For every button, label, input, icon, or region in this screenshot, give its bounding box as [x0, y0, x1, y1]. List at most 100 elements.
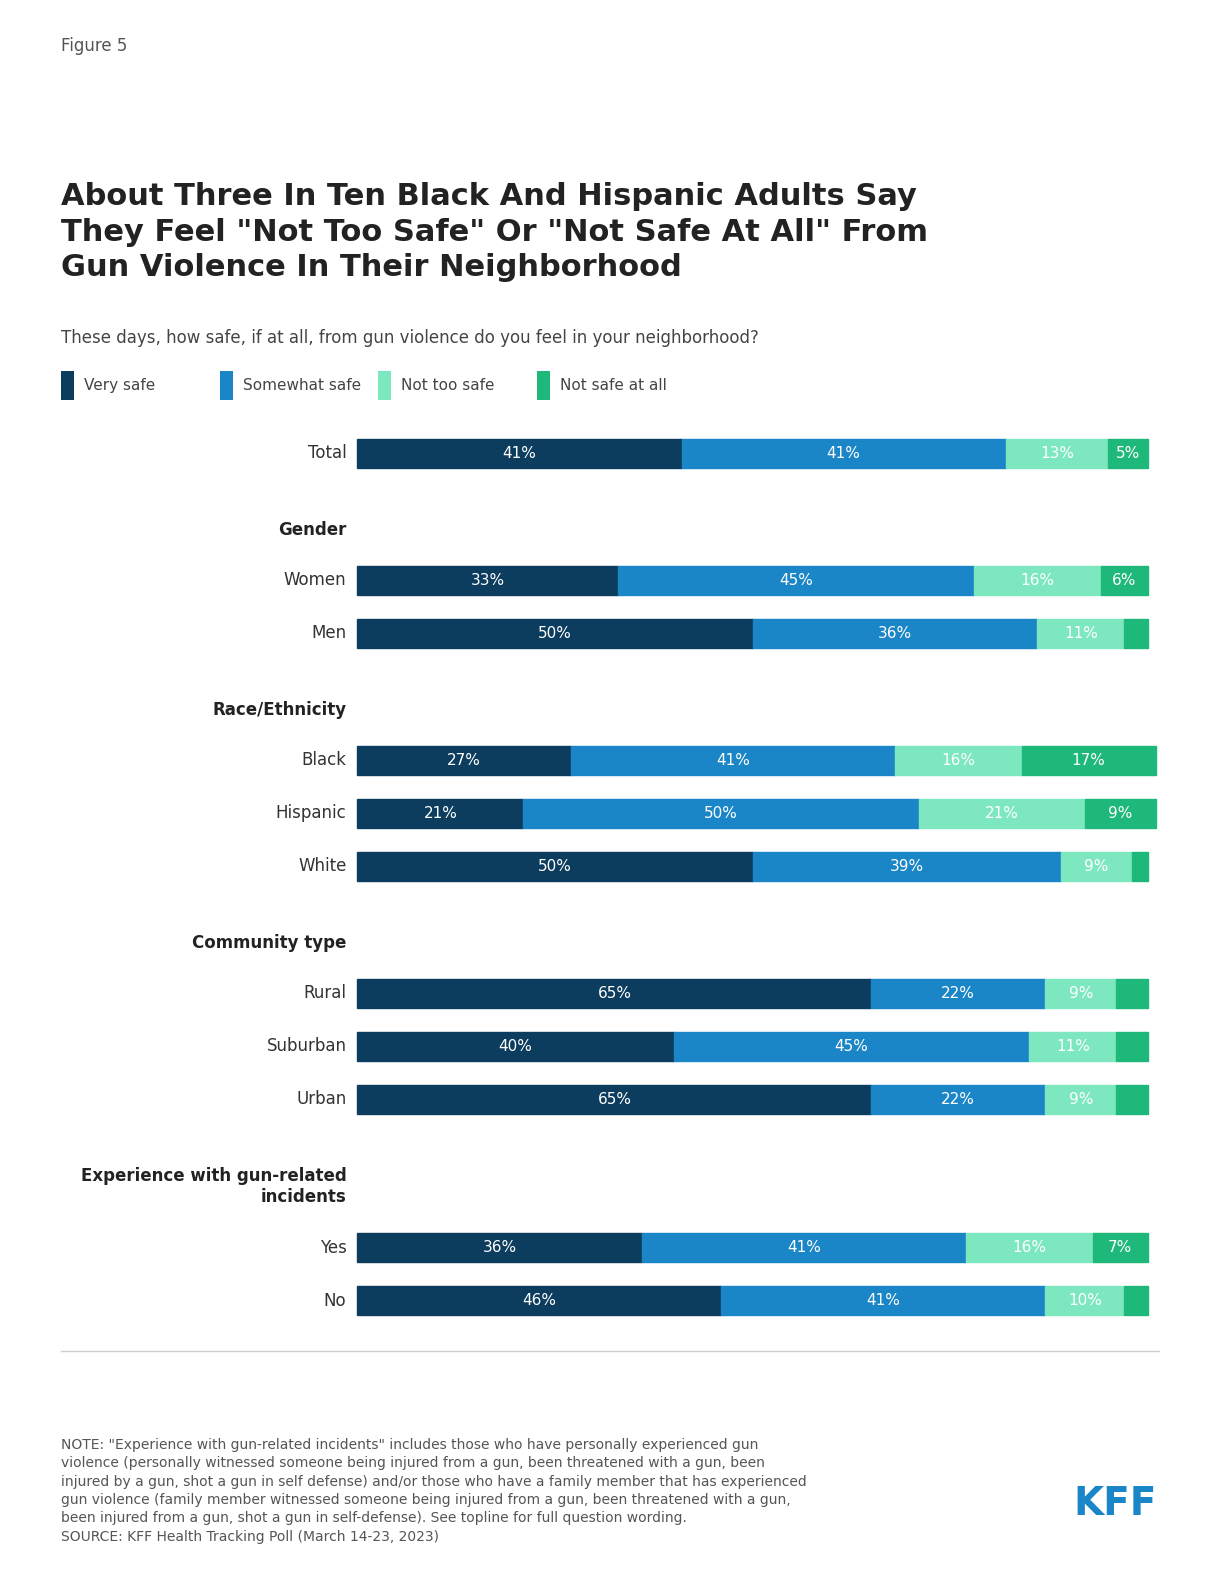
Bar	[871, 980, 1046, 1008]
Bar	[357, 746, 571, 774]
Bar	[753, 619, 1037, 648]
Bar	[966, 1232, 1093, 1262]
Bar	[1116, 1085, 1148, 1114]
Text: 22%: 22%	[942, 986, 975, 1002]
Bar	[1030, 1032, 1116, 1062]
Bar	[357, 852, 753, 882]
Bar	[682, 439, 1005, 468]
Text: 6%: 6%	[1113, 572, 1137, 588]
Text: 41%: 41%	[787, 1240, 821, 1255]
Bar	[1116, 980, 1148, 1008]
Bar	[571, 746, 895, 774]
Text: Somewhat safe: Somewhat safe	[243, 378, 361, 393]
Text: 46%: 46%	[522, 1292, 556, 1308]
Bar	[673, 1032, 1030, 1062]
Text: 41%: 41%	[716, 752, 750, 768]
Text: 21%: 21%	[985, 806, 1019, 822]
Bar	[1085, 799, 1155, 828]
Bar	[1021, 746, 1155, 774]
Text: 41%: 41%	[827, 446, 860, 461]
Text: 7%: 7%	[1108, 1240, 1132, 1255]
Bar	[721, 1286, 1046, 1315]
Text: Black: Black	[301, 752, 346, 769]
Text: 9%: 9%	[1085, 860, 1109, 874]
Text: Gender: Gender	[278, 521, 346, 539]
Text: 16%: 16%	[1020, 572, 1054, 588]
Bar	[1061, 852, 1132, 882]
Bar	[1005, 439, 1109, 468]
Text: Women: Women	[284, 572, 346, 589]
Text: 10%: 10%	[1068, 1292, 1102, 1308]
Text: 65%: 65%	[598, 986, 632, 1002]
Text: Very safe: Very safe	[84, 378, 155, 393]
Bar	[753, 852, 1061, 882]
Text: 17%: 17%	[1072, 752, 1105, 768]
Text: Community type: Community type	[192, 934, 346, 953]
Text: 45%: 45%	[780, 572, 814, 588]
Text: Men: Men	[311, 624, 346, 641]
Bar	[357, 980, 871, 1008]
Text: No: No	[323, 1292, 346, 1310]
Text: Figure 5: Figure 5	[61, 36, 127, 55]
Bar	[357, 619, 753, 648]
Text: 65%: 65%	[598, 1092, 632, 1108]
Text: 45%: 45%	[834, 1040, 869, 1054]
Bar	[619, 566, 974, 594]
Text: 11%: 11%	[1064, 626, 1098, 641]
Text: 21%: 21%	[423, 806, 458, 822]
Bar	[642, 1232, 966, 1262]
Text: 11%: 11%	[1057, 1040, 1089, 1054]
Text: 50%: 50%	[704, 806, 738, 822]
Text: 50%: 50%	[538, 626, 572, 641]
Bar	[1125, 1286, 1148, 1315]
Bar	[1125, 619, 1148, 648]
Text: 33%: 33%	[471, 572, 505, 588]
Text: 9%: 9%	[1069, 986, 1093, 1002]
Text: These days, how safe, if at all, from gun violence do you feel in your neighborh: These days, how safe, if at all, from gu…	[61, 329, 759, 346]
Bar	[895, 746, 1021, 774]
Text: 27%: 27%	[448, 752, 481, 768]
Text: 41%: 41%	[866, 1292, 900, 1308]
Bar	[871, 1085, 1046, 1114]
Bar	[357, 1032, 673, 1062]
Text: Total: Total	[307, 444, 346, 461]
Text: Not safe at all: Not safe at all	[560, 378, 666, 393]
Bar	[1046, 1085, 1116, 1114]
Text: 13%: 13%	[1041, 446, 1074, 461]
Text: NOTE: "Experience with gun-related incidents" includes those who have personally: NOTE: "Experience with gun-related incid…	[61, 1438, 806, 1544]
Bar	[1046, 980, 1116, 1008]
Text: 39%: 39%	[889, 860, 924, 874]
Bar	[1109, 439, 1148, 468]
Text: 40%: 40%	[499, 1040, 532, 1054]
Bar	[1046, 1286, 1125, 1315]
Text: About Three In Ten Black And Hispanic Adults Say
They Feel "Not Too Safe" Or "No: About Three In Ten Black And Hispanic Ad…	[61, 182, 928, 283]
Text: Experience with gun-related
incidents: Experience with gun-related incidents	[81, 1168, 346, 1206]
Bar	[1037, 619, 1125, 648]
Text: 16%: 16%	[1013, 1240, 1047, 1255]
Text: 5%: 5%	[1116, 446, 1141, 461]
Bar	[357, 799, 523, 828]
Text: Yes: Yes	[320, 1239, 346, 1256]
Text: White: White	[298, 858, 346, 875]
Bar	[1100, 566, 1148, 594]
Bar	[919, 799, 1085, 828]
Bar	[523, 799, 919, 828]
Text: 50%: 50%	[538, 860, 572, 874]
Text: Hispanic: Hispanic	[276, 804, 346, 822]
Bar	[357, 1232, 642, 1262]
Bar	[357, 439, 682, 468]
Text: 36%: 36%	[483, 1240, 517, 1255]
Text: Race/Ethnicity: Race/Ethnicity	[212, 702, 346, 719]
Text: KFF: KFF	[1074, 1485, 1157, 1523]
Bar	[1093, 1232, 1148, 1262]
Bar	[357, 1085, 871, 1114]
Text: Not too safe: Not too safe	[401, 378, 494, 393]
Bar	[974, 566, 1100, 594]
Text: 9%: 9%	[1108, 806, 1132, 822]
Text: 41%: 41%	[503, 446, 537, 461]
Text: 9%: 9%	[1069, 1092, 1093, 1108]
Text: Suburban: Suburban	[266, 1038, 346, 1055]
Text: Rural: Rural	[304, 984, 346, 1002]
Text: Urban: Urban	[296, 1090, 346, 1109]
Bar	[1132, 852, 1148, 882]
